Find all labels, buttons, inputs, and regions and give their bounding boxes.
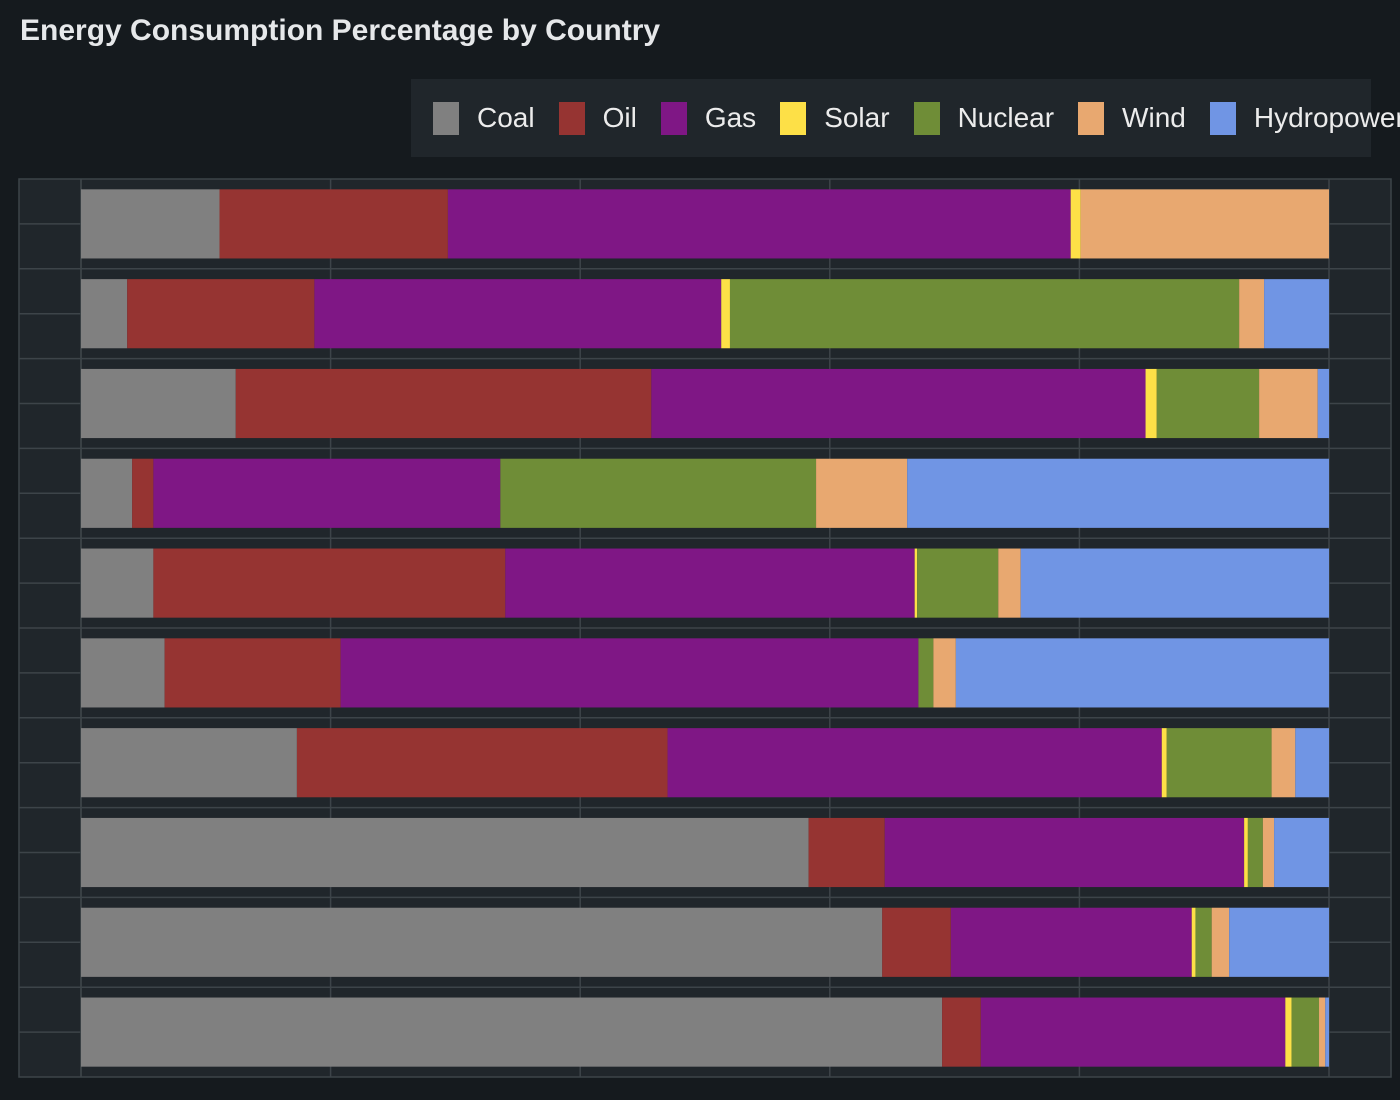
bar-solar-9 [1191, 907, 1196, 977]
bar-solar-5 [914, 548, 918, 618]
bar-gas-5 [505, 548, 915, 618]
bar-gas-3 [651, 368, 1146, 439]
bar-oil-2 [127, 279, 315, 349]
bar-nuclear-10 [1291, 997, 1320, 1067]
bar-coal-1 [81, 189, 220, 259]
bar-gas-1 [447, 189, 1071, 259]
legend-item-gas[interactable]: Gas [660, 101, 757, 135]
legend-item-wind[interactable]: Wind [1078, 101, 1186, 135]
bar-oil-10 [942, 997, 981, 1067]
legend-label-gas: Gas [704, 102, 757, 133]
bar-coal-10 [81, 997, 943, 1067]
bar-nuclear-6 [918, 638, 934, 708]
bar-gas-7 [667, 728, 1162, 798]
bar-hydropower-3 [1317, 368, 1329, 439]
legend-label-oil: Oil [602, 102, 637, 133]
bar-solar-1 [1070, 189, 1081, 259]
bar-oil-3 [235, 368, 652, 439]
bar-gas-2 [314, 279, 722, 349]
bar-coal-7 [81, 728, 297, 798]
bar-gas-8 [884, 817, 1245, 888]
bar-oil-4 [132, 458, 154, 528]
bar-oil-5 [153, 548, 506, 618]
legend-swatch-wind [1078, 101, 1105, 135]
bar-coal-9 [81, 907, 883, 977]
legend-item-solar[interactable]: Solar [780, 101, 890, 135]
bar-coal-5 [81, 548, 154, 618]
legend-label-coal: Coal [477, 102, 535, 133]
bar-hydropower-9 [1229, 907, 1329, 977]
bar-gas-6 [340, 638, 919, 708]
bar-hydropower-4 [907, 458, 1329, 528]
bar-wind-5 [998, 548, 1021, 618]
bar-hydropower-8 [1274, 817, 1329, 888]
bar-wind-2 [1239, 279, 1265, 349]
bar-coal-8 [81, 817, 809, 888]
bar-solar-8 [1244, 817, 1248, 888]
bar-wind-8 [1262, 817, 1275, 888]
legend-swatch-nuclear [913, 101, 940, 135]
bar-wind-10 [1319, 997, 1326, 1067]
bar-nuclear-2 [729, 279, 1240, 349]
bar-nuclear-3 [1156, 368, 1260, 439]
legend-item-oil[interactable]: Oil [558, 101, 637, 135]
legend-item-hydropower[interactable]: Hydropower [1209, 101, 1400, 135]
legend-swatch-oil [558, 101, 585, 135]
bar-gas-4 [153, 458, 501, 528]
bar-hydropower-2 [1264, 279, 1329, 349]
bar-oil-7 [296, 728, 668, 798]
legend-item-coal[interactable]: Coal [433, 101, 535, 135]
bar-solar-3 [1145, 368, 1157, 439]
bar-oil-1 [219, 189, 448, 259]
bar-coal-3 [81, 368, 236, 439]
bar-gas-10 [980, 997, 1286, 1067]
bar-coal-2 [81, 279, 128, 349]
bar-gas-9 [950, 907, 1192, 977]
bar-nuclear-9 [1195, 907, 1212, 977]
bar-solar-10 [1285, 997, 1292, 1067]
legend-swatch-hydropower [1209, 101, 1236, 135]
legend-swatch-solar [780, 101, 807, 135]
bar-nuclear-8 [1247, 817, 1263, 888]
legend-label-nuclear: Nuclear [957, 102, 1055, 133]
bar-solar-2 [721, 279, 730, 349]
bar-wind-3 [1259, 368, 1318, 439]
bar-wind-4 [816, 458, 908, 528]
bar-coal-6 [81, 638, 165, 708]
bar-hydropower-6 [955, 638, 1329, 708]
bar-oil-6 [164, 638, 341, 708]
bar-hydropower-5 [1020, 548, 1329, 618]
legend-label-hydropower: Hydropower [1253, 102, 1400, 133]
chart-legend: Coal Oil Gas Solar Nuclear Wind Hydropow… [411, 79, 1400, 157]
bar-wind-6 [933, 638, 956, 708]
chart-title: Energy Consumption Percentage by Country [20, 14, 661, 47]
bar-wind-1 [1080, 189, 1329, 259]
legend-item-nuclear[interactable]: Nuclear [913, 101, 1055, 135]
legend-label-solar: Solar [824, 102, 890, 133]
legend-label-wind: Wind [1122, 102, 1186, 133]
bar-oil-9 [882, 907, 951, 977]
bar-solar-7 [1161, 728, 1167, 798]
bar-nuclear-4 [500, 458, 817, 528]
bar-oil-8 [808, 817, 885, 888]
bar-nuclear-7 [1166, 728, 1272, 798]
bar-hydropower-7 [1295, 728, 1329, 798]
legend-swatch-coal [433, 101, 459, 135]
bar-hydropower-10 [1325, 997, 1329, 1067]
bar-nuclear-5 [917, 548, 999, 618]
bar-wind-7 [1271, 728, 1296, 798]
bar-coal-4 [81, 458, 133, 528]
legend-swatch-gas [660, 101, 687, 135]
bar-wind-9 [1211, 907, 1230, 977]
